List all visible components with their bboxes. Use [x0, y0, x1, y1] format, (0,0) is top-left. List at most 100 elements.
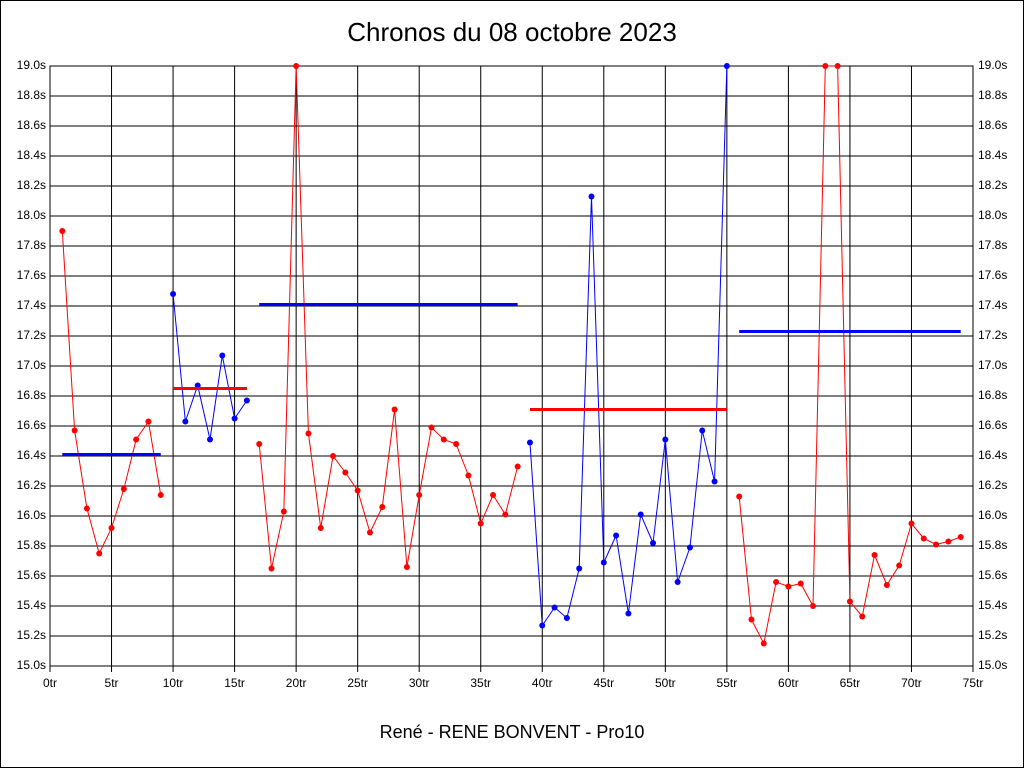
y2-tick-label: 15.2s: [978, 628, 1007, 642]
x-tick-label: 5tr: [105, 676, 119, 690]
y2-tick-label: 17.8s: [978, 238, 1007, 252]
y2-tick-label: 17.4s: [978, 298, 1007, 312]
y-tick-label: 19.0s: [17, 58, 46, 72]
point: [514, 463, 521, 470]
point: [243, 397, 250, 404]
y-tick-label: 18.8s: [17, 88, 46, 102]
y2-tick-label: 17.0s: [978, 358, 1007, 372]
y-tick-label: 15.6s: [17, 568, 46, 582]
y2-tick-label: 15.6s: [978, 568, 1007, 582]
chart-title: Chronos du 08 octobre 2023: [347, 17, 677, 47]
point: [182, 418, 189, 425]
point: [711, 478, 718, 485]
point: [391, 406, 398, 413]
point: [120, 486, 127, 492]
point: [145, 418, 152, 425]
y-tick-label: 15.8s: [17, 538, 46, 552]
y-tick-label: 18.4s: [17, 148, 46, 162]
point: [305, 430, 312, 437]
point: [588, 193, 595, 200]
y2-tick-label: 18.6s: [978, 118, 1007, 132]
x-tick-label: 35tr: [470, 676, 491, 690]
y2-tick-label: 18.0s: [978, 208, 1007, 222]
x-tick-label: 55tr: [717, 676, 738, 690]
point: [231, 415, 238, 422]
x-tick-label: 0tr: [43, 676, 57, 690]
x-tick-label: 50tr: [655, 676, 676, 690]
point: [416, 492, 423, 498]
point: [526, 439, 533, 446]
point: [686, 544, 693, 551]
point: [920, 535, 927, 542]
point: [280, 508, 287, 515]
point: [157, 492, 164, 498]
point: [403, 564, 410, 570]
point: [206, 436, 213, 443]
y-tick-label: 18.0s: [17, 208, 46, 222]
point: [268, 565, 275, 572]
point: [440, 436, 447, 443]
y-tick-label: 17.2s: [17, 328, 46, 342]
point: [428, 424, 435, 431]
point: [834, 63, 841, 69]
point: [256, 441, 263, 447]
point: [71, 427, 78, 434]
y2-tick-label: 18.2s: [978, 178, 1007, 192]
point: [490, 492, 497, 498]
y-tick-label: 15.2s: [17, 628, 46, 642]
y-tick-label: 18.6s: [17, 118, 46, 132]
point: [846, 598, 853, 605]
point: [330, 453, 337, 459]
point: [59, 228, 66, 234]
y-tick-label: 17.0s: [17, 358, 46, 372]
point: [723, 63, 730, 69]
x-tick-label: 65tr: [840, 676, 861, 690]
point: [379, 504, 386, 510]
point: [342, 469, 349, 476]
x-axis-label: René - RENE BONVENT - Pro10: [380, 722, 645, 742]
point: [662, 436, 669, 443]
x-tick-label: 45tr: [593, 676, 614, 690]
point: [563, 615, 570, 621]
y-tick-label: 17.8s: [17, 238, 46, 252]
point: [859, 613, 866, 620]
point: [354, 487, 361, 494]
y2-tick-label: 17.2s: [978, 328, 1007, 342]
x-tick-label: 10tr: [163, 676, 184, 690]
point: [871, 552, 878, 558]
x-tick-label: 25tr: [347, 676, 368, 690]
y2-tick-label: 15.8s: [978, 538, 1007, 552]
y2-tick-label: 18.4s: [978, 148, 1007, 162]
point: [736, 493, 743, 500]
y2-tick-label: 19.0s: [978, 58, 1007, 72]
point: [748, 616, 755, 623]
point: [539, 622, 546, 629]
y2-tick-label: 16.2s: [978, 478, 1007, 492]
x-tick-label: 75tr: [963, 676, 984, 690]
x-tick-label: 40tr: [532, 676, 553, 690]
point: [317, 525, 324, 531]
point: [600, 559, 607, 566]
x-tick-label: 60tr: [778, 676, 799, 690]
x-tick-label: 15tr: [224, 676, 245, 690]
point: [502, 511, 509, 518]
point: [822, 63, 829, 69]
y-tick-label: 16.0s: [17, 508, 46, 522]
y-tick-label: 16.4s: [17, 448, 46, 462]
point: [945, 538, 952, 545]
y-tick-label: 17.4s: [17, 298, 46, 312]
point: [133, 436, 140, 443]
point: [83, 505, 90, 512]
point: [760, 640, 767, 647]
point: [883, 582, 890, 588]
point: [637, 511, 644, 518]
y2-tick-label: 15.0s: [978, 658, 1007, 672]
y-tick-label: 17.6s: [17, 268, 46, 282]
y-tick-label: 18.2s: [17, 178, 46, 192]
point: [219, 352, 226, 359]
point: [625, 610, 632, 617]
point: [96, 550, 103, 557]
point: [108, 525, 115, 531]
